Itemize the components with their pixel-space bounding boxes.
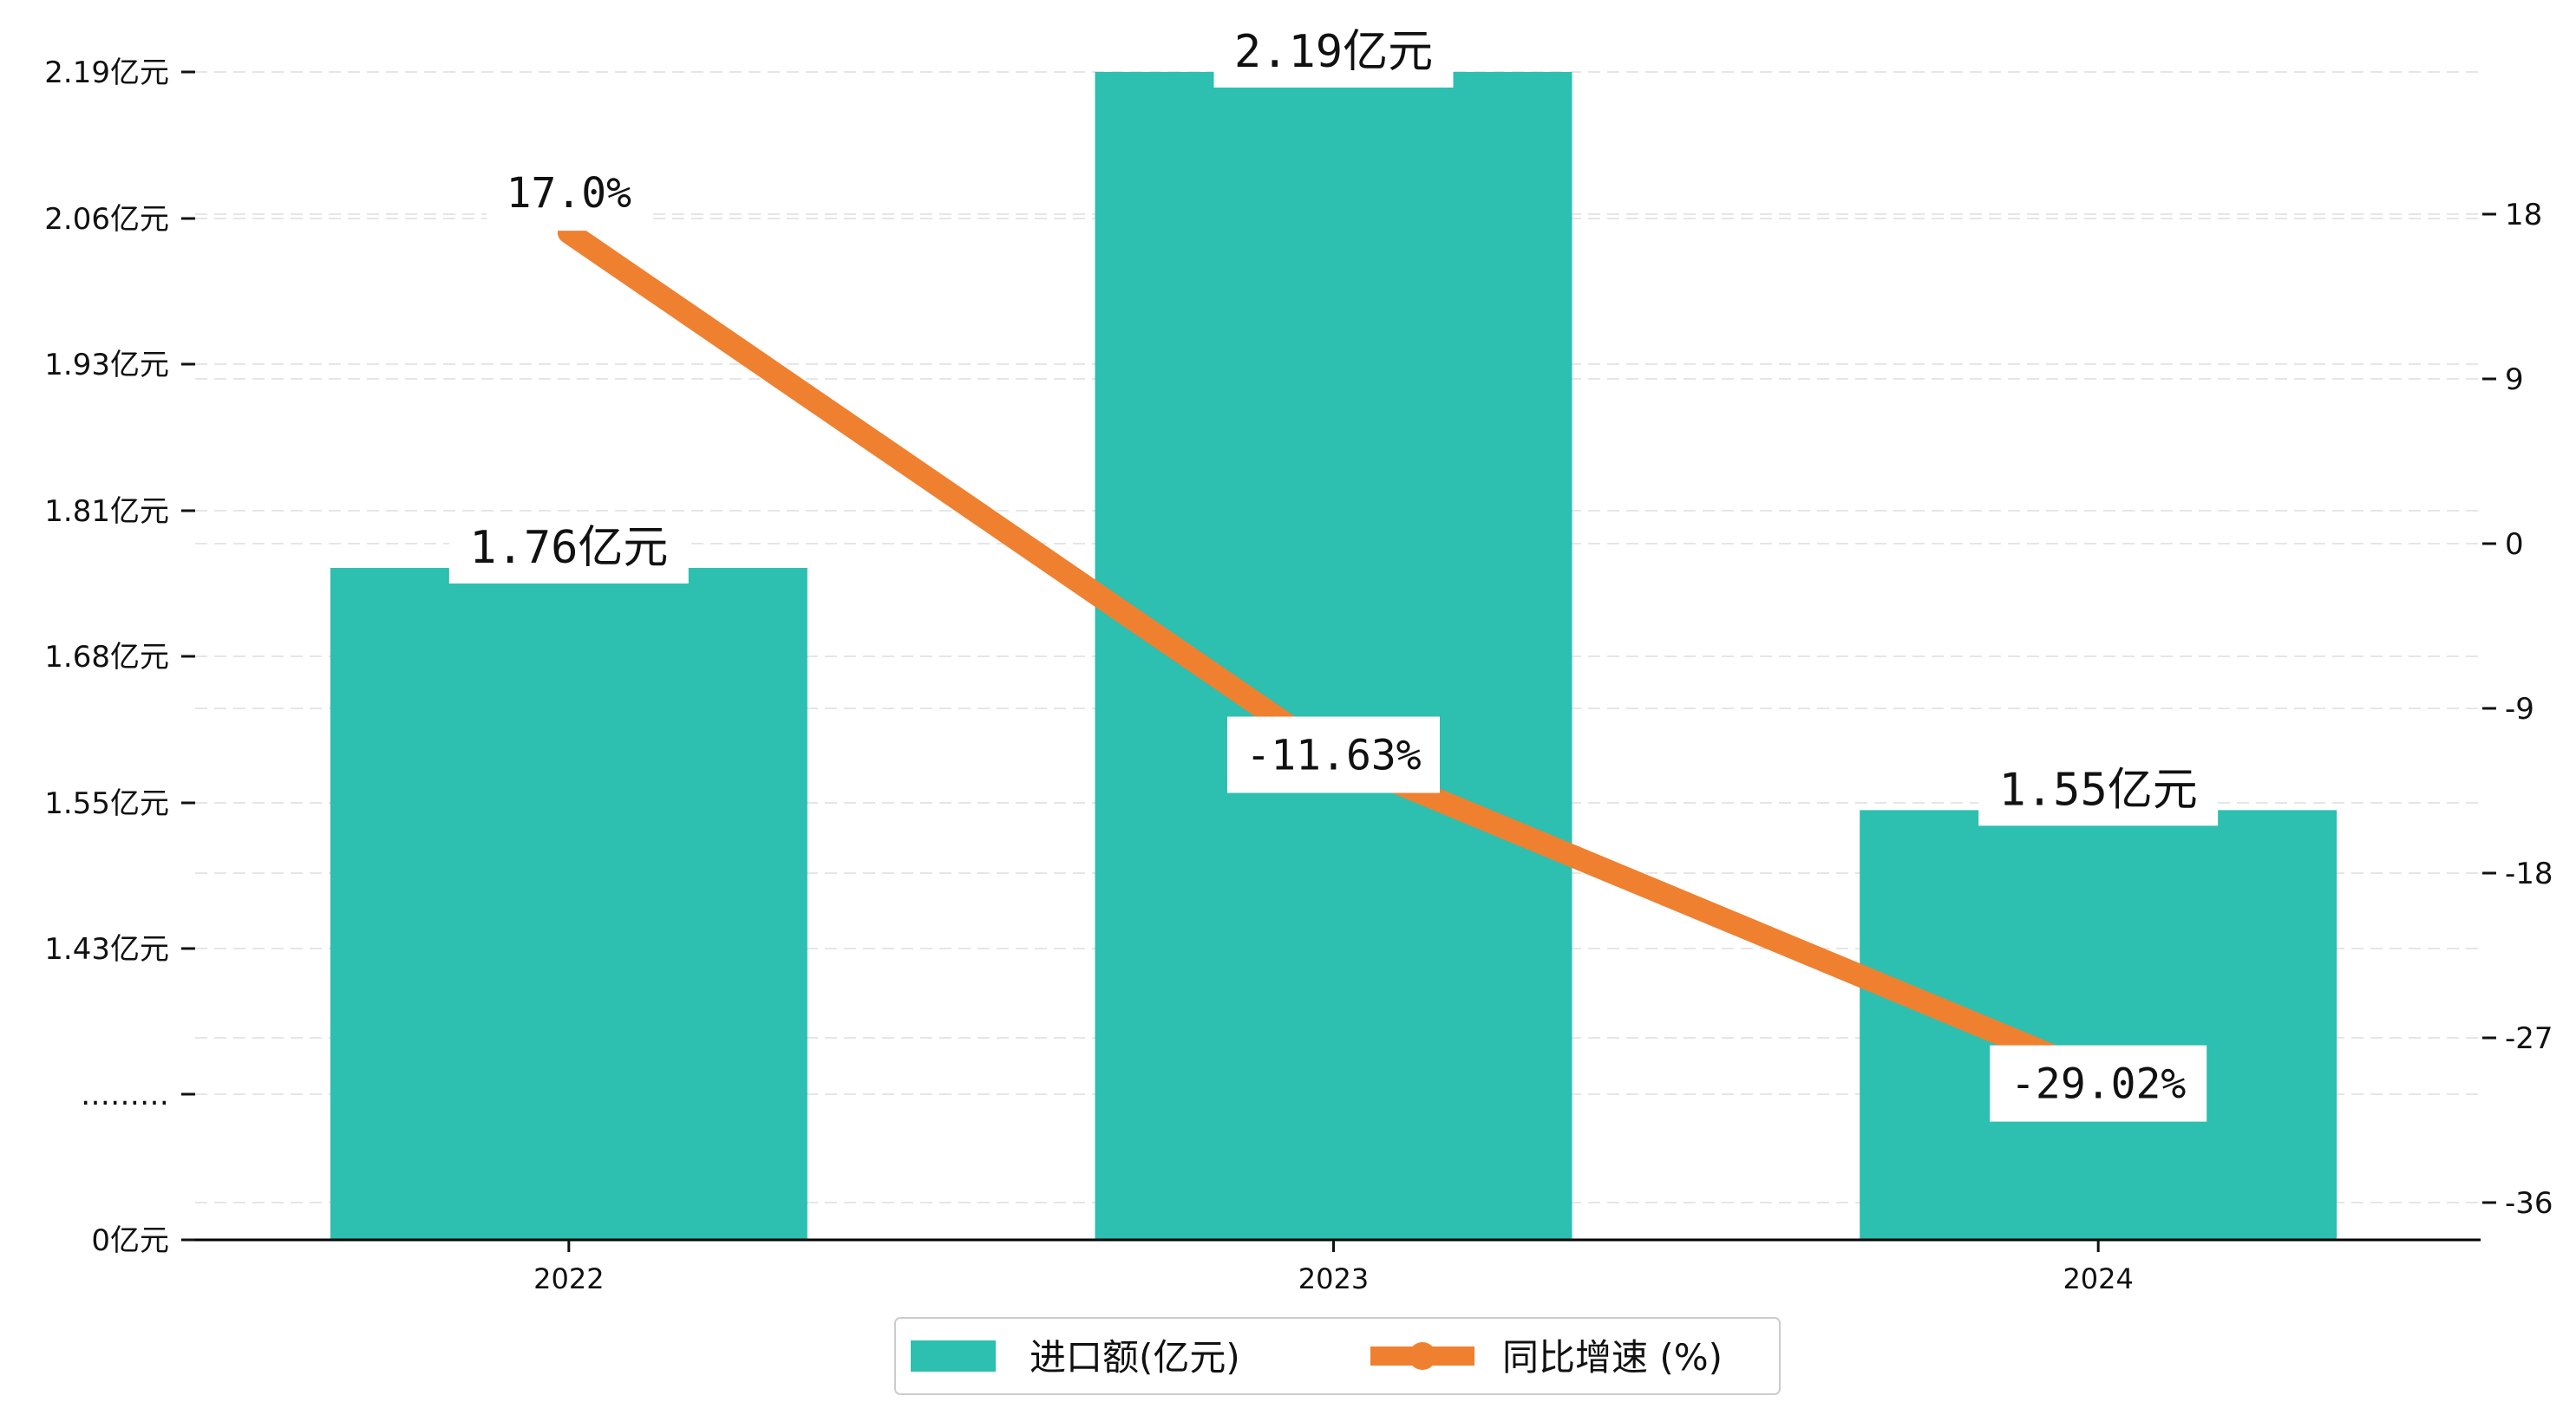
bar-label-bg [1978,756,2219,826]
x-tick-label: 2022 [533,1262,604,1295]
bar-2023 [1095,72,1572,1240]
legend-swatch-bar [911,1340,996,1372]
bar-2024 [1860,810,2337,1240]
axes: 0亿元 ……… 1.43亿元 1.55亿元 1.68亿元 1.81亿元 1.93亿元 2.06… [44,55,2553,1295]
left-tick-label: 2.19亿元 [44,55,169,90]
bar-value-label: 1.76亿元 [469,522,668,574]
line-value-label: -29.02% [2010,1060,2186,1109]
line-label-bg [486,154,651,231]
line-value-label: -11.63% [1246,732,1421,780]
data-labels: 1.76亿元 2.19亿元 1.55亿元 17.0% -11.63% -29.02% [448,18,2219,1122]
right-tick-label: -27 [2505,1021,2553,1056]
legend-swatch-marker [1409,1342,1436,1370]
bar-label-bg [1213,18,1454,88]
bar-2022 [330,568,807,1240]
left-tick-label: 1.93亿元 [44,348,169,382]
right-tick-label: 9 [2505,362,2524,397]
right-tick-label: 0 [2505,527,2524,562]
legend-label-bar: 进口额(亿元) [1030,1336,1240,1379]
left-tick-label: 0亿元 [91,1223,169,1258]
bar-value-label: 1.55亿元 [1999,764,2198,816]
x-tick-label: 2024 [2063,1262,2133,1295]
right-tick-label: -9 [2505,692,2534,727]
legend-box [894,1317,1781,1395]
right-tick-label: 18 [2505,198,2542,232]
bar-value-label: 2.19亿元 [1234,26,1433,78]
left-tick-label: 1.81亿元 [44,494,169,529]
left-tick-label: 1.55亿元 [44,786,169,821]
legend-label-line: 同比增速 (%) [1502,1336,1723,1379]
legend: 进口额(亿元) 同比增速 (%) [894,1317,1781,1395]
line-value-label: 17.0% [507,169,632,218]
right-tick-label: -36 [2505,1186,2553,1221]
left-tick-label: 1.43亿元 [44,932,169,967]
x-tick-label: 2023 [1298,1262,1369,1295]
left-tick-label: ……… [81,1078,169,1112]
right-tick-label: -18 [2505,857,2553,891]
line-label-bg [1227,716,1440,793]
left-tick-label: 2.06亿元 [44,202,169,237]
left-tick-label: 1.68亿元 [44,640,169,675]
bars [330,72,2337,1240]
bar-label-bg [448,514,689,584]
line-label-bg [1990,1045,2207,1122]
